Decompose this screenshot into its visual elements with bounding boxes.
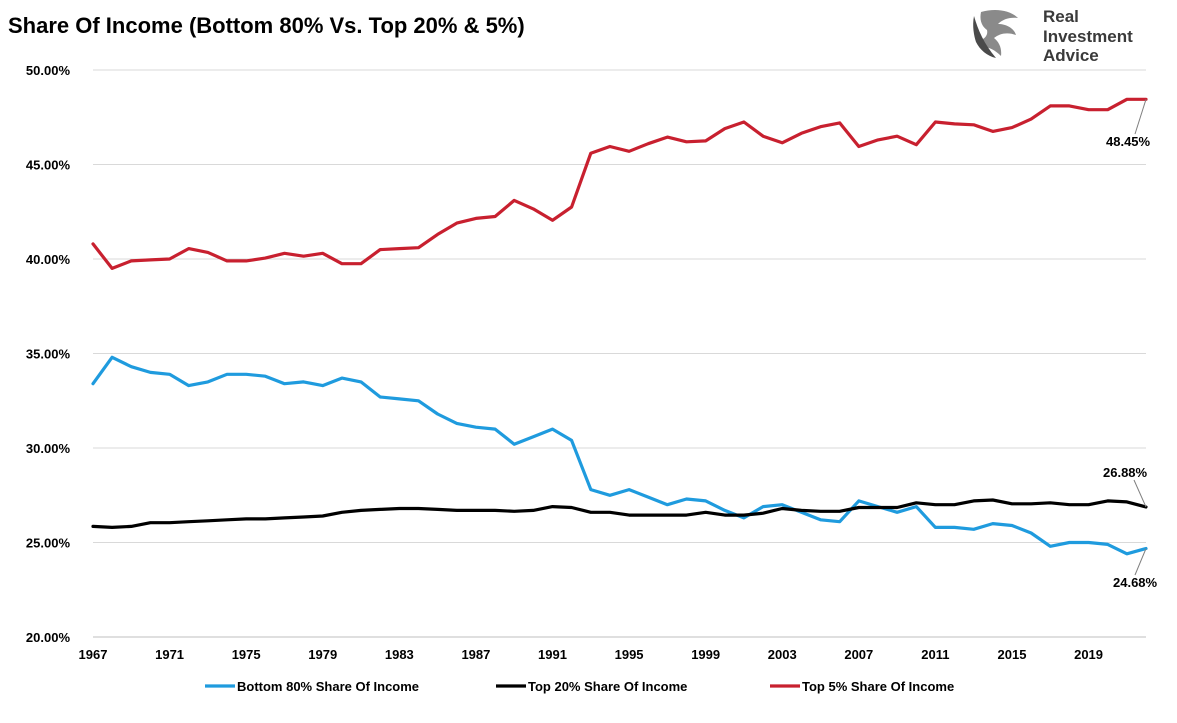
series-line-2 bbox=[91, 97, 1148, 270]
legend-label: Bottom 80% Share Of Income bbox=[237, 679, 419, 694]
gridlines bbox=[93, 69, 1146, 543]
x-tick-label: 2015 bbox=[998, 647, 1027, 662]
x-tick-label: 1979 bbox=[308, 647, 337, 662]
brand-name-line-1: Real bbox=[1043, 7, 1079, 26]
x-tick-label: 1995 bbox=[615, 647, 644, 662]
series-line-0 bbox=[91, 355, 1148, 556]
brand-name-line-2: Investment bbox=[1043, 27, 1133, 46]
brand-logo: Real Investment Advice bbox=[973, 7, 1133, 65]
x-tick-label: 2003 bbox=[768, 647, 797, 662]
x-tick-label: 2011 bbox=[921, 647, 949, 662]
y-tick-label: 50.00% bbox=[26, 63, 71, 78]
end-label-leader bbox=[1134, 548, 1147, 576]
chart-title: Share Of Income (Bottom 80% Vs. Top 20% … bbox=[8, 13, 525, 38]
x-axis: 1967 1971 1975 1979 1983 1987 1991 1995 1999 2003… bbox=[79, 647, 1103, 662]
x-tick-label: 1983 bbox=[385, 647, 414, 662]
end-value-label: 24.68% bbox=[1113, 575, 1158, 590]
y-axis: 20.00% 25.00% 30.00% 35.00% 40.00% 45.00% 50.0… bbox=[26, 63, 71, 645]
x-tick-label: 1987 bbox=[461, 647, 490, 662]
legend-label: Top 20% Share Of Income bbox=[528, 679, 687, 694]
x-tick-label: 1967 bbox=[79, 647, 108, 662]
y-tick-label: 30.00% bbox=[26, 441, 71, 456]
y-tick-label: 45.00% bbox=[26, 158, 71, 173]
end-value-label: 48.45% bbox=[1106, 134, 1151, 149]
legend-label: Top 5% Share Of Income bbox=[802, 679, 954, 694]
series-line-1 bbox=[91, 498, 1148, 530]
end-value-label: 26.88% bbox=[1103, 465, 1148, 480]
x-tick-label: 2007 bbox=[844, 647, 873, 662]
brand-name-line-3: Advice bbox=[1043, 46, 1099, 65]
x-tick-label: 1975 bbox=[232, 647, 261, 662]
x-tick-label: 1999 bbox=[691, 647, 720, 662]
y-tick-label: 20.00% bbox=[26, 630, 71, 645]
x-tick-label: 2019 bbox=[1074, 647, 1103, 662]
eagle-head-icon bbox=[973, 10, 1018, 58]
y-tick-label: 40.00% bbox=[26, 252, 71, 267]
x-tick-label: 1991 bbox=[538, 647, 567, 662]
y-tick-label: 25.00% bbox=[26, 536, 71, 551]
y-tick-label: 35.00% bbox=[26, 347, 71, 362]
x-tick-label: 1971 bbox=[155, 647, 184, 662]
legend: Bottom 80% Share Of Income Top 20% Share … bbox=[205, 679, 954, 694]
end-labels: 24.68% 26.88% 48.45% bbox=[1103, 99, 1158, 590]
end-label-leader bbox=[1133, 479, 1147, 508]
series-lines bbox=[91, 97, 1148, 556]
end-label-leader bbox=[1134, 99, 1147, 135]
